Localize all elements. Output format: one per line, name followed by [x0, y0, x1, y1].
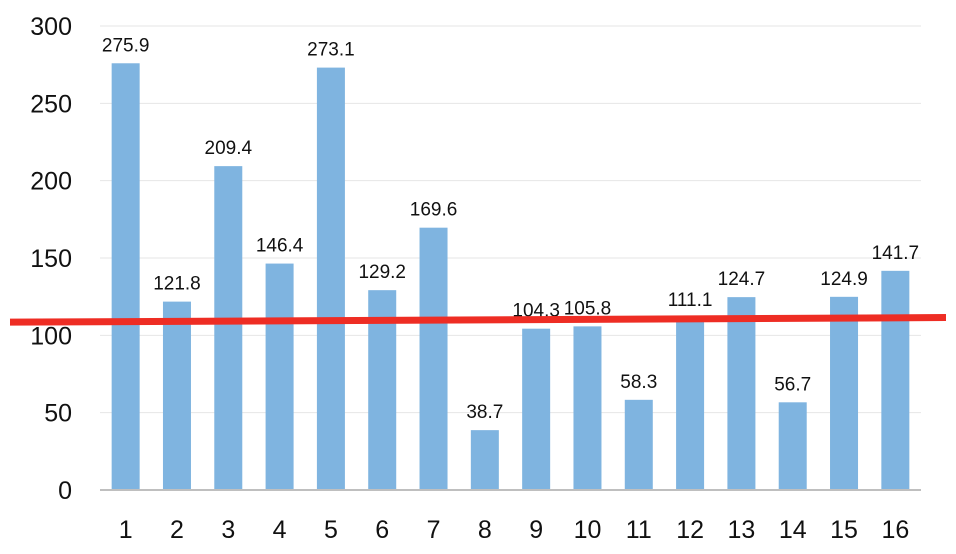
data-labels: 275.9 121.8 209.4 146.4 273.1 129.2 169.6 38.7 1… — [102, 35, 919, 423]
x-tick-label: 2 — [170, 516, 184, 544]
x-tick-label: 5 — [324, 516, 338, 544]
data-label: 141.7 — [872, 243, 920, 264]
bar — [419, 227, 448, 490]
data-label: 56.7 — [774, 374, 811, 395]
y-tick-label: 150 — [30, 245, 72, 273]
data-label: 129.2 — [358, 262, 406, 283]
y-tick-label: 0 — [58, 477, 72, 505]
data-label: 273.1 — [307, 40, 355, 61]
data-label: 38.7 — [466, 402, 503, 423]
bar — [111, 63, 140, 491]
x-tick-label: 10 — [574, 516, 602, 544]
y-tick-label: 50 — [44, 400, 72, 428]
y-axis-tick-labels: 0 50 100 150 200 250 300 — [30, 13, 72, 505]
y-tick-label: 100 — [30, 322, 72, 350]
x-tick-label: 13 — [728, 516, 756, 544]
data-label: 275.9 — [102, 35, 150, 56]
x-tick-label: 11 — [626, 516, 652, 544]
x-tick-label: 16 — [881, 516, 909, 544]
bar — [470, 430, 499, 490]
x-tick-label: 1 — [119, 516, 133, 544]
data-label: 124.7 — [718, 269, 766, 290]
y-tick-label: 300 — [30, 13, 72, 41]
bar — [162, 301, 191, 490]
x-tick-label: 8 — [478, 516, 492, 544]
bar — [830, 296, 859, 490]
data-label: 169.6 — [410, 200, 458, 221]
bar — [676, 318, 705, 490]
x-tick-label: 3 — [221, 516, 235, 544]
bar — [316, 67, 345, 490]
x-tick-label: 14 — [779, 516, 807, 544]
x-axis-tick-labels: 1 2 3 4 5 6 7 8 9 10 11 12 13 14 15 16 — [119, 516, 910, 544]
y-tick-label: 250 — [30, 90, 72, 118]
y-tick-label: 200 — [30, 168, 72, 196]
reference-line — [9, 314, 947, 326]
data-label: 105.8 — [564, 298, 612, 319]
data-label: 146.4 — [256, 236, 304, 257]
data-label: 124.9 — [820, 269, 868, 290]
bar — [573, 326, 602, 490]
data-label: 111.1 — [668, 290, 713, 311]
x-tick-label: 6 — [375, 516, 389, 544]
bar — [522, 328, 551, 490]
data-label: 121.8 — [153, 274, 201, 295]
data-label: 58.3 — [620, 372, 657, 393]
bar — [778, 402, 807, 490]
x-tick-label: 7 — [427, 516, 441, 544]
bar — [265, 263, 294, 490]
data-label: 209.4 — [205, 138, 253, 159]
bar — [624, 399, 653, 490]
bar — [214, 166, 243, 491]
x-tick-label: 4 — [273, 516, 287, 544]
bars — [111, 63, 910, 491]
x-tick-label: 9 — [529, 516, 543, 544]
x-tick-label: 15 — [830, 516, 858, 544]
x-tick-label: 12 — [676, 516, 704, 544]
bar — [881, 270, 910, 490]
bar — [727, 297, 756, 490]
